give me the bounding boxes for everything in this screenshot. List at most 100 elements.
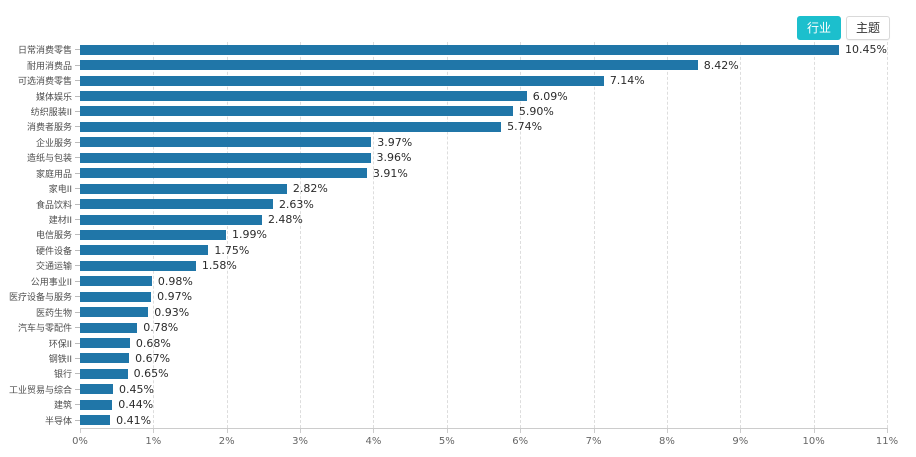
category-row: 纺织服装II xyxy=(0,104,80,119)
category-label: 电信服务 xyxy=(35,231,72,242)
bar-row: 2.63% xyxy=(80,196,887,211)
bar-建材II[interactable] xyxy=(80,214,262,225)
bar-row: 10.45% xyxy=(80,42,887,57)
x-axis-tick-label: 4% xyxy=(365,436,382,447)
category-label: 银行 xyxy=(53,370,72,381)
bar-家电II[interactable] xyxy=(80,183,287,194)
bar-row: 3.97% xyxy=(80,135,887,150)
x-axis-tick xyxy=(740,428,742,433)
category-row: 交通运输 xyxy=(0,258,80,273)
category-label: 可选消费零售 xyxy=(17,77,72,88)
x-axis-tick-label: 11% xyxy=(875,436,899,447)
category-tick xyxy=(75,49,80,51)
gridline xyxy=(300,42,302,428)
bar-工业贸易与综合[interactable] xyxy=(80,384,113,395)
category-tick xyxy=(75,203,80,205)
category-axis: 日常消费零售 耐用消费品 可选消费零售 媒体娱乐 纺织服装II 消费者服务 企业服务 造纸与包… xyxy=(0,42,80,428)
value-label: 8.42% xyxy=(703,58,739,72)
category-tick xyxy=(75,64,80,66)
bar-交通运输[interactable] xyxy=(80,260,196,271)
bar-耐用消费品[interactable] xyxy=(80,60,698,71)
bar-半导体[interactable] xyxy=(80,415,111,426)
bar-公用事业II[interactable] xyxy=(80,276,152,287)
x-axis-tick-label: 2% xyxy=(218,436,235,447)
category-label: 医疗设备与服务 xyxy=(8,293,72,304)
bar-造纸与包装[interactable] xyxy=(80,152,371,163)
bar-日常消费零售[interactable] xyxy=(80,44,840,55)
bar-row: 0.78% xyxy=(80,320,887,335)
bar-环保II[interactable] xyxy=(80,338,130,349)
value-label: 2.82% xyxy=(292,182,328,196)
category-tick xyxy=(75,110,80,112)
bar-row: 5.74% xyxy=(80,119,887,134)
bar-电信服务[interactable] xyxy=(80,229,226,240)
industry-tab-button[interactable]: 行业 xyxy=(796,16,841,40)
bar-row: 3.96% xyxy=(80,150,887,165)
value-label: 1.75% xyxy=(214,243,250,257)
value-label: 0.65% xyxy=(133,367,169,381)
x-axis-tick xyxy=(520,428,522,433)
bar-银行[interactable] xyxy=(80,368,128,379)
bar-row: 7.14% xyxy=(80,73,887,88)
gridline xyxy=(593,42,595,428)
category-row: 建筑 xyxy=(0,397,80,412)
category-row: 银行 xyxy=(0,366,80,381)
x-axis-tick-label: 5% xyxy=(438,436,455,447)
bar-食品饮料[interactable] xyxy=(80,199,273,210)
value-label: 0.98% xyxy=(157,274,193,288)
bar-纺织服装II[interactable] xyxy=(80,106,513,117)
bar-医疗设备与服务[interactable] xyxy=(80,291,152,302)
bar-媒体娱乐[interactable] xyxy=(80,91,527,102)
value-label: 1.58% xyxy=(201,259,237,273)
category-tick xyxy=(75,280,80,282)
bar-消费者服务[interactable] xyxy=(80,121,502,132)
value-label: 0.68% xyxy=(135,336,171,350)
x-axis-tick-label: 3% xyxy=(292,436,309,447)
bar-汽车与零配件[interactable] xyxy=(80,322,138,333)
value-label: 3.96% xyxy=(376,151,412,165)
category-label: 环保II xyxy=(48,339,72,350)
x-axis-tick xyxy=(666,428,668,433)
bar-可选消费零售[interactable] xyxy=(80,75,604,86)
category-tick xyxy=(75,249,80,251)
x-axis-tick xyxy=(887,428,888,433)
category-tick xyxy=(75,172,80,174)
bar-硬件设备[interactable] xyxy=(80,245,209,256)
x-axis-tick xyxy=(446,428,448,433)
bar-row: 1.99% xyxy=(80,227,887,242)
value-label: 0.45% xyxy=(119,382,154,396)
bar-建筑[interactable] xyxy=(80,399,113,410)
value-label: 5.74% xyxy=(507,120,543,134)
gridline xyxy=(226,42,228,428)
bar-钢铁II[interactable] xyxy=(80,353,130,364)
category-label: 耐用消费品 xyxy=(26,61,72,72)
value-label: 0.93% xyxy=(154,305,190,319)
category-row: 媒体娱乐 xyxy=(0,88,80,103)
category-row: 家电II xyxy=(0,181,80,196)
category-tick xyxy=(75,373,80,375)
category-row: 半导体 xyxy=(0,413,80,428)
category-label: 建筑 xyxy=(53,401,72,412)
bar-家庭用品[interactable] xyxy=(80,168,367,179)
bar-企业服务[interactable] xyxy=(80,137,372,148)
value-label: 10.45% xyxy=(845,43,887,57)
bar-row: 5.90% xyxy=(80,104,887,119)
category-label: 造纸与包装 xyxy=(26,154,72,165)
category-label: 企业服务 xyxy=(35,138,72,149)
topic-tab-button[interactable]: 主题 xyxy=(845,16,890,40)
bar-医药生物[interactable] xyxy=(80,307,149,318)
x-axis-tick xyxy=(80,428,81,433)
value-label: 0.44% xyxy=(118,398,154,412)
category-row: 可选消费零售 xyxy=(0,73,80,88)
category-row: 食品饮料 xyxy=(0,196,80,211)
category-row: 消费者服务 xyxy=(0,119,80,134)
category-row: 企业服务 xyxy=(0,135,80,150)
bar-row: 0.93% xyxy=(80,304,887,319)
category-label: 汽车与零配件 xyxy=(17,324,72,335)
category-tick xyxy=(75,95,80,97)
category-row: 环保II xyxy=(0,335,80,350)
x-axis-tick-label: 7% xyxy=(585,436,602,447)
value-label: 0.97% xyxy=(157,290,193,304)
value-label: 0.78% xyxy=(143,321,179,335)
category-tick xyxy=(75,404,80,406)
